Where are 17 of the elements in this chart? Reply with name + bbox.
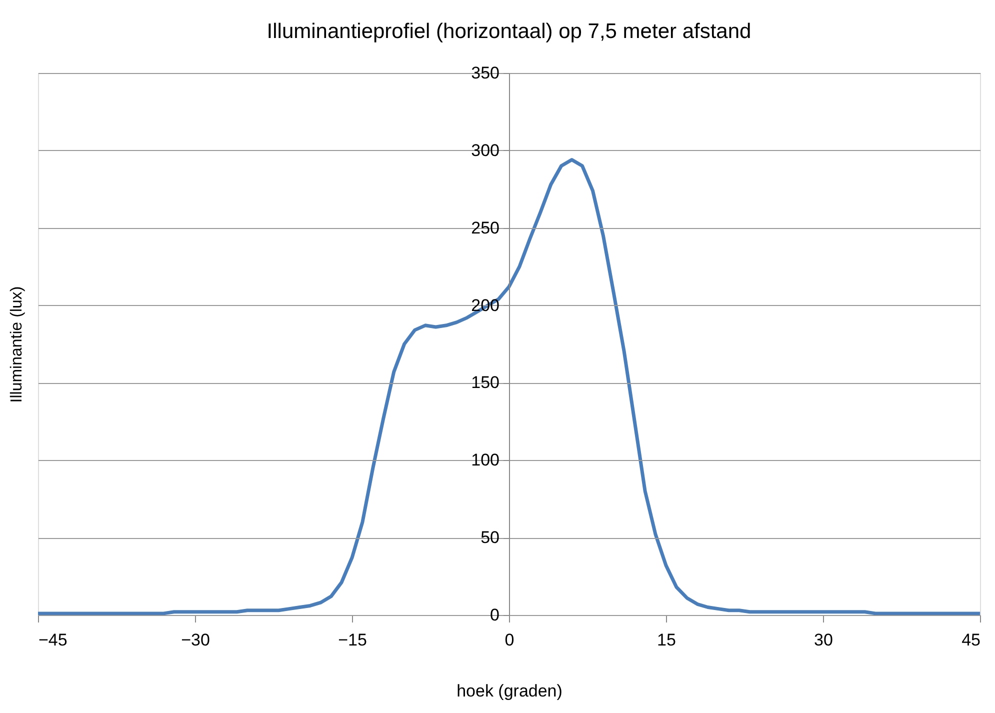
x-tick-label: 15 <box>657 630 676 650</box>
x-tick-label: −30 <box>181 630 210 650</box>
y-tick-label: 0 <box>490 606 500 624</box>
x-tick-label: −45 <box>38 630 68 650</box>
y-tick-label: 250 <box>471 218 500 238</box>
y-tick-label: 100 <box>471 450 500 470</box>
x-axis-title: hoek (graden) <box>456 682 562 700</box>
y-tick-label: 150 <box>471 373 500 392</box>
y-axis-title: Illuminantie (lux) <box>8 286 26 403</box>
x-tick-label: −15 <box>338 630 367 650</box>
chart-title: Illuminantieprofiel (horizontaal) op 7,5 meter afstand <box>266 20 752 43</box>
y-tick-label: 350 <box>471 64 500 82</box>
x-tick-label: 30 <box>814 630 833 650</box>
y-tick-label: 50 <box>480 528 500 548</box>
x-tick-label: 0 <box>504 630 514 650</box>
x-tick-label: 45 <box>962 630 980 650</box>
y-tick-label: 300 <box>471 140 500 160</box>
